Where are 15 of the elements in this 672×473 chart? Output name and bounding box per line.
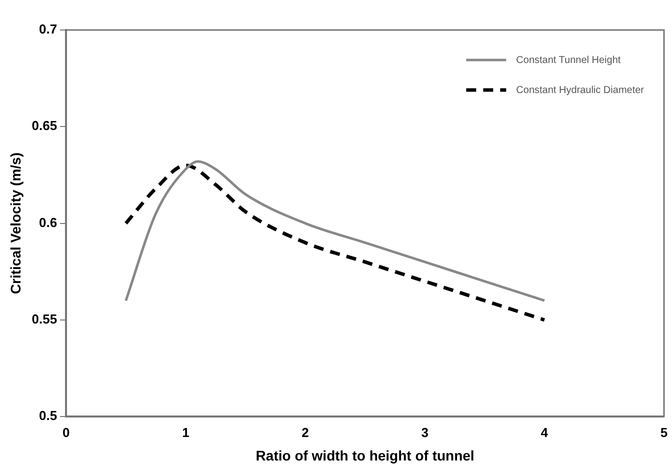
x-tick-label: 0 <box>62 424 70 440</box>
x-tick-label: 5 <box>660 424 668 440</box>
x-axis-title: Ratio of width to height of tunnel <box>256 447 474 464</box>
y-tick-label: 0.5 <box>39 408 58 424</box>
legend-label: Constant Hydraulic Diameter <box>516 84 645 96</box>
x-tick-label: 4 <box>540 424 549 440</box>
x-tick-label: 2 <box>302 424 309 440</box>
y-tick-label: 0.65 <box>32 118 58 134</box>
y-axis-title: Critical Velocity (m/s) <box>7 152 24 294</box>
y-tick-label: 0.6 <box>39 214 58 230</box>
y-tick-label: 0.55 <box>32 312 58 327</box>
y-tick-label: 0.7 <box>39 22 58 37</box>
x-tick-label: 1 <box>182 424 190 440</box>
legend-label: Constant Tunnel Height <box>516 54 621 66</box>
x-tick-label: 3 <box>421 424 428 440</box>
